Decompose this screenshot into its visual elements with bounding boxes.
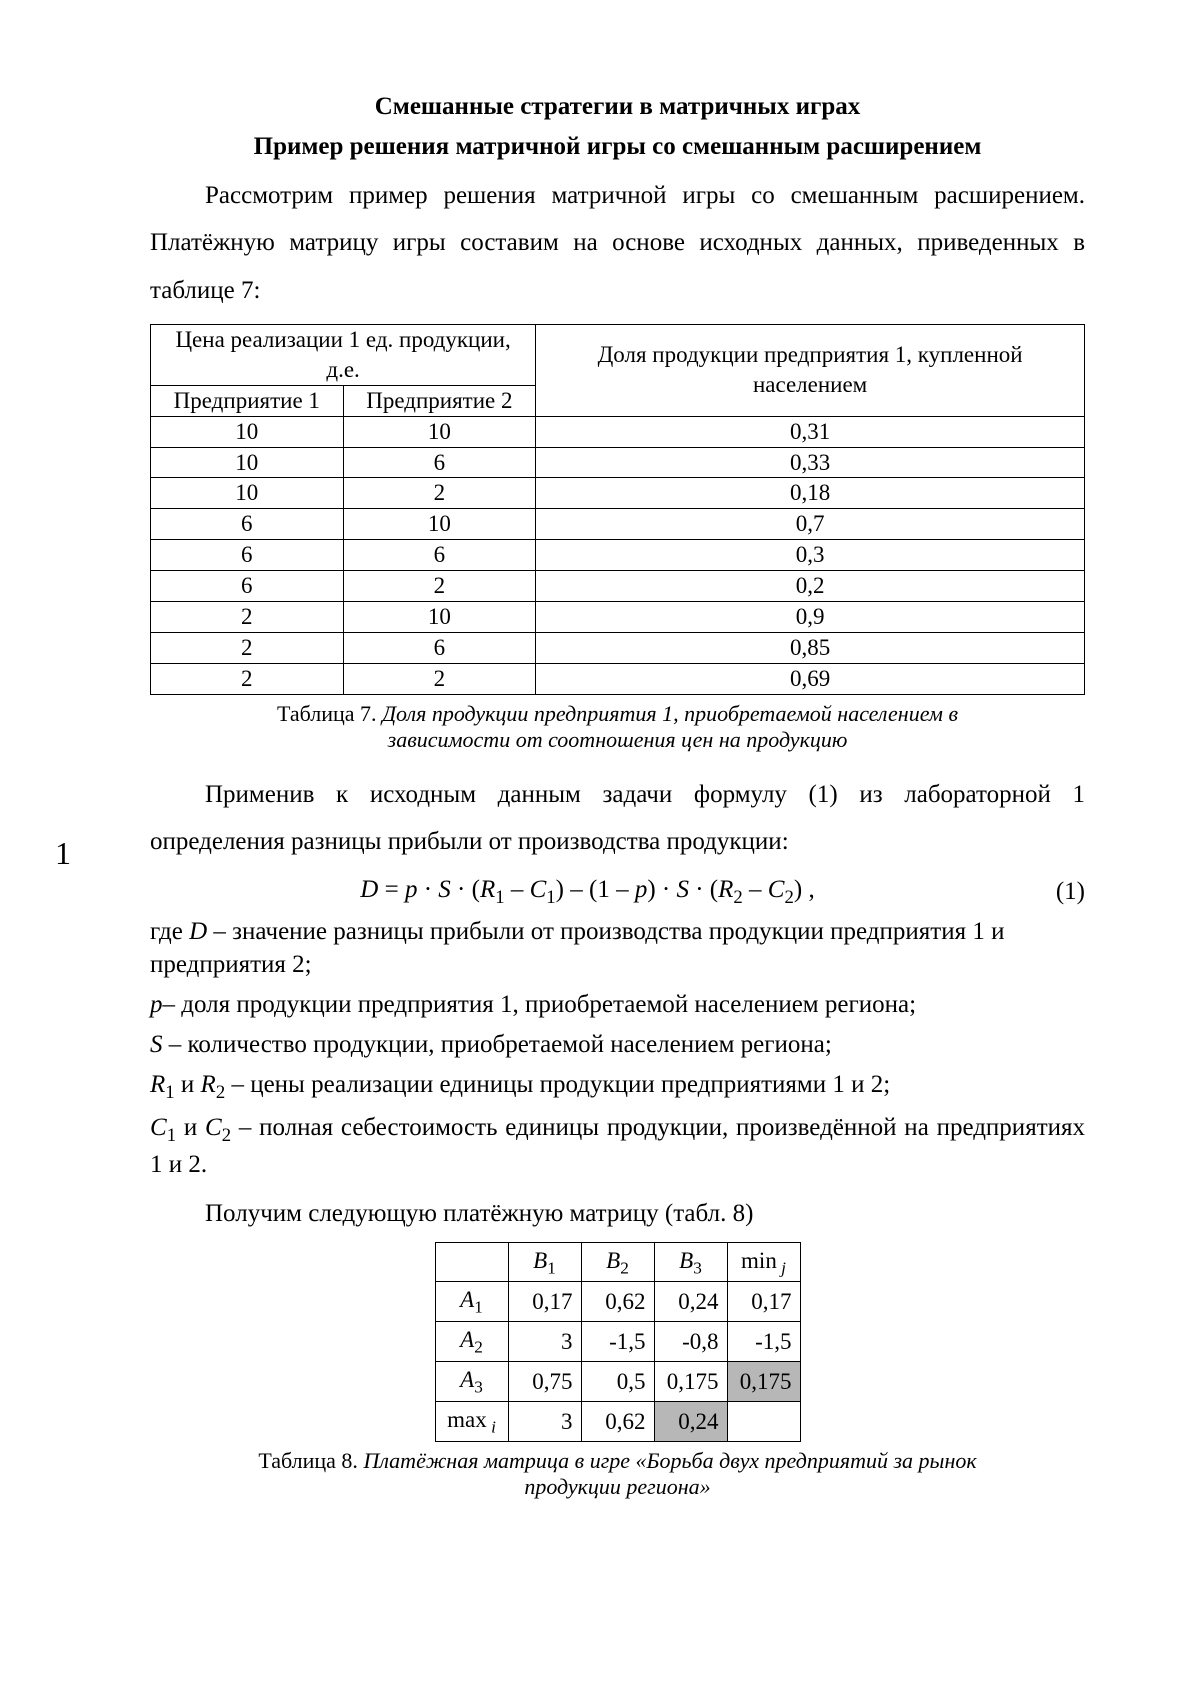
paragraph-2: Применив к исходным данным задачи формул… [150, 771, 1085, 866]
table-row: 220,69 [151, 663, 1085, 694]
table-row: 2100,9 [151, 602, 1085, 633]
paragraph-3: Получим следующую платёжную матрицу (таб… [150, 1190, 1085, 1238]
table-8: B1 B2 B3 min j A1 0,17 0,62 0,24 0,17 A2… [435, 1242, 801, 1442]
table-row: 260,85 [151, 632, 1085, 663]
formula-1: D = p · S · (R1 – C1) – (1 – p) · S · (R… [150, 876, 1085, 909]
table-row: 660,3 [151, 540, 1085, 571]
definition-R: R1 и R2 – цены реализации единицы продук… [150, 1068, 1085, 1105]
formula-number: (1) [1025, 878, 1085, 906]
table8-caption: Таблица 8. Платёжная матрица в игре «Бор… [150, 1448, 1085, 1500]
table-row: 620,2 [151, 571, 1085, 602]
page-number: 1 [55, 835, 71, 872]
table-row: 10100,31 [151, 416, 1085, 447]
title-line-2: Пример решения матричной игры со смешанн… [150, 130, 1085, 164]
intro-paragraph: Рассмотрим пример решения матричной игры… [150, 172, 1085, 315]
table7-col2: Предприятие 2 [343, 385, 536, 416]
table-row: A1 0,17 0,62 0,24 0,17 [435, 1282, 800, 1322]
saddle-cell: 0,175 [727, 1362, 800, 1402]
table-row: A2 3 -1,5 -0,8 -1,5 [435, 1322, 800, 1362]
table-7: Цена реализации 1 ед. продукции, д.е. До… [150, 324, 1085, 695]
table7-head-share: Доля продукции предприятия 1, купленной … [536, 325, 1085, 417]
table-row: A3 0,75 0,5 0,175 0,175 [435, 1362, 800, 1402]
table-row: 1020,18 [151, 478, 1085, 509]
table7-col1: Предприятие 1 [151, 385, 344, 416]
formula-body: D = p · S · (R1 – C1) – (1 – p) · S · (R… [150, 876, 1025, 909]
title-line-1: Смешанные стратегии в матричных играх [150, 90, 1085, 124]
saddle-cell: 0,24 [654, 1402, 727, 1442]
table7-caption: Таблица 7. Доля продукции предприятия 1,… [150, 701, 1085, 753]
table-row: max i 3 0,62 0,24 [435, 1402, 800, 1442]
table-row: 1060,33 [151, 447, 1085, 478]
page: Смешанные стратегии в матричных играх Пр… [0, 0, 1200, 1697]
table-row: 6100,7 [151, 509, 1085, 540]
definition-p: p– доля продукции предприятия 1, приобре… [150, 988, 1085, 1022]
definition-C: C1 и C2 – полная себестоимость единицы п… [150, 1111, 1085, 1182]
definition-D: где D – значение разницы прибыли от прои… [150, 915, 1085, 983]
table7-head-price: Цена реализации 1 ед. продукции, д.е. [151, 325, 536, 386]
definition-S: S – количество продукции, приобретаемой … [150, 1028, 1085, 1062]
